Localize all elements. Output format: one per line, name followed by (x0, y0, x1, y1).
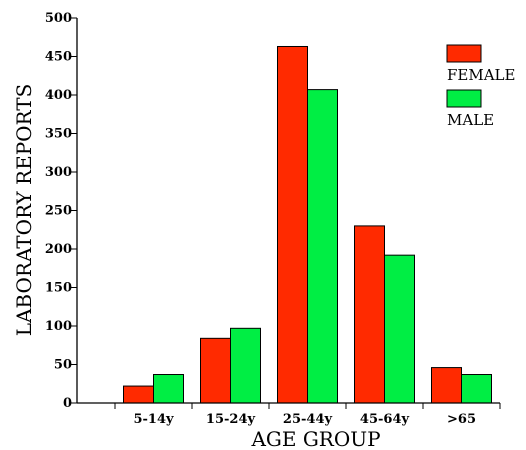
bar-female-4 (431, 367, 462, 404)
y-tick-label: 100 (45, 319, 72, 334)
y-tick-label: 450 (45, 50, 72, 65)
bar-male-2 (307, 89, 338, 404)
y-tick-label: 500 (45, 11, 72, 26)
y-tick-label: 0 (63, 396, 72, 411)
x-tick-label: >65 (447, 412, 476, 427)
x-tick-label: 25-44y (283, 412, 333, 427)
y-axis-title: LABORATORY REPORTS (12, 84, 36, 337)
y-tick-label: 250 (45, 204, 72, 219)
x-tick-label: 15-24y (206, 412, 256, 427)
bar-male-1 (230, 327, 261, 404)
y-tick-label: 300 (45, 165, 72, 180)
legend: FEMALE MALE (446, 44, 515, 129)
x-ticks-group: 5-14y 15-24y 25-44y 45-64y >65 (114, 403, 501, 427)
bar-female-3 (354, 225, 385, 404)
legend-swatch-male (446, 89, 482, 108)
bar-male-4 (461, 374, 492, 404)
bar-female-1 (200, 337, 231, 404)
y-tick-label: 400 (45, 88, 72, 103)
bar-male-3 (384, 254, 415, 404)
y-ticks-group: 0 50 100 150 200 250 300 350 400 450 500 (45, 11, 77, 411)
bars-group (123, 45, 492, 404)
x-tick-label: 45-64y (360, 412, 410, 427)
bar-female-2 (277, 45, 308, 404)
bar-male-0 (153, 374, 184, 404)
x-axis-title: AGE GROUP (250, 427, 380, 450)
legend-label-female: FEMALE (447, 66, 515, 84)
x-tick-label: 5-14y (133, 412, 174, 427)
legend-label-male: MALE (447, 111, 494, 129)
y-tick-label: 150 (45, 281, 72, 296)
y-tick-label: 50 (54, 358, 72, 373)
bar-female-0 (123, 385, 154, 404)
legend-swatch-female (446, 44, 482, 63)
y-tick-label: 200 (45, 242, 72, 257)
y-tick-label: 350 (45, 127, 72, 142)
